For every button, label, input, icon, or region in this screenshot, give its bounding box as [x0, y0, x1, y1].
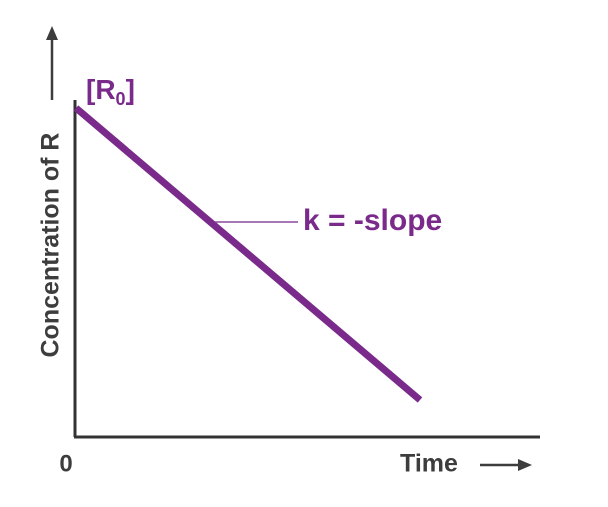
label-subscript: 0	[116, 89, 126, 109]
label-part: [R	[86, 74, 116, 105]
label-part: ]	[126, 74, 135, 105]
origin-label: 0	[59, 450, 72, 477]
x-axis-arrowhead	[518, 459, 532, 471]
x-axis-label: Time	[400, 450, 458, 478]
concentration-line	[73, 105, 423, 403]
initial-concentration-label: [R0]	[86, 74, 135, 108]
y-axis-arrowhead	[46, 26, 58, 40]
y-axis-label: Concentration of R	[37, 133, 65, 358]
slope-label: k = -slope	[303, 204, 442, 237]
